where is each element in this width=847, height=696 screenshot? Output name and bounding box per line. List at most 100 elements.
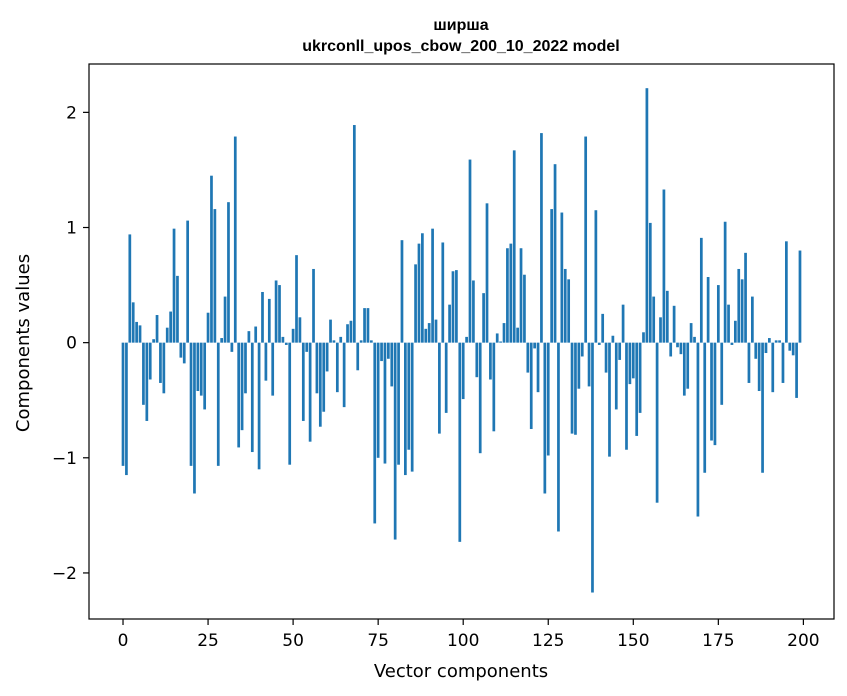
bar — [250, 342, 254, 453]
bar — [380, 342, 383, 362]
bar — [438, 342, 441, 434]
bar — [727, 304, 730, 343]
x-axis-ticks: 0 25 50 75 100 125 150 175 200 — [118, 619, 820, 651]
bar — [366, 308, 370, 343]
bar — [138, 325, 142, 343]
bar — [254, 326, 258, 343]
bar — [601, 313, 605, 343]
bars-group — [121, 88, 802, 593]
chart-subtitle: ukrconll_upos_cbow_200_10_2022 model — [302, 38, 619, 55]
bar — [363, 308, 366, 343]
bar — [199, 342, 203, 396]
bar — [608, 342, 611, 457]
bar — [400, 240, 404, 343]
bar — [706, 277, 710, 343]
bar — [179, 342, 183, 358]
bar — [638, 342, 642, 413]
bar — [278, 285, 281, 343]
bar — [482, 293, 485, 343]
bar — [788, 342, 792, 351]
bar — [798, 250, 802, 343]
bar — [315, 342, 319, 394]
bar — [489, 342, 492, 380]
bar — [434, 319, 438, 343]
chart-title: ширша — [433, 17, 488, 34]
bar — [499, 341, 502, 343]
bar — [713, 342, 717, 446]
bar — [557, 342, 560, 532]
bar — [533, 342, 536, 349]
bar — [696, 342, 700, 517]
bar — [625, 342, 628, 450]
bar — [210, 175, 213, 343]
bar — [795, 342, 798, 398]
bar — [703, 342, 707, 473]
bar — [754, 342, 758, 359]
bar — [264, 342, 268, 381]
bar — [387, 342, 390, 359]
bar — [451, 271, 455, 343]
bar — [747, 342, 751, 383]
bar — [682, 342, 686, 396]
bar — [431, 228, 434, 343]
bar — [699, 237, 703, 343]
bar — [550, 209, 554, 343]
bar — [284, 342, 288, 345]
bar — [458, 342, 462, 542]
bar — [751, 296, 754, 343]
bar — [397, 342, 400, 465]
bar — [203, 342, 207, 410]
bar — [618, 342, 622, 360]
bar — [730, 342, 734, 345]
bar — [339, 336, 343, 343]
bar — [716, 285, 720, 343]
bar — [478, 342, 482, 454]
bar — [720, 342, 724, 405]
bar — [465, 336, 468, 343]
x-tick-label: 25 — [197, 631, 219, 651]
bar — [621, 304, 625, 343]
bar — [740, 279, 744, 343]
bar — [785, 241, 788, 343]
bar — [244, 342, 247, 394]
bar — [546, 342, 550, 456]
bar — [325, 342, 329, 372]
bar — [594, 210, 598, 343]
bar — [261, 291, 264, 343]
y-tick-label: −2 — [52, 564, 77, 584]
bar — [312, 268, 315, 343]
bar — [475, 342, 479, 378]
bar — [308, 342, 312, 442]
bar — [376, 342, 380, 458]
bar — [686, 342, 690, 389]
x-tick-label: 75 — [367, 631, 389, 651]
bar — [216, 342, 220, 466]
bar — [356, 342, 360, 371]
bar — [472, 280, 475, 343]
bar — [733, 320, 737, 343]
x-tick-label: 175 — [702, 631, 734, 651]
bar — [186, 220, 190, 343]
bar — [383, 342, 387, 464]
bar — [369, 340, 373, 343]
bar — [131, 302, 135, 343]
bar — [169, 311, 172, 343]
bar — [148, 342, 152, 380]
x-tick-label: 50 — [282, 631, 304, 651]
bar — [145, 342, 149, 421]
bar — [774, 340, 778, 343]
y-tick-label: −1 — [52, 449, 77, 469]
bar — [570, 342, 574, 434]
bar — [502, 323, 506, 343]
bar — [519, 248, 523, 343]
bar — [155, 315, 159, 343]
bar — [529, 342, 533, 430]
bar — [676, 342, 679, 348]
bar — [665, 290, 669, 343]
bar — [421, 233, 424, 343]
x-axis-label: Vector components — [374, 661, 548, 682]
x-tick-label: 200 — [787, 631, 819, 651]
bar — [543, 342, 547, 494]
bar — [444, 342, 448, 413]
bar — [591, 342, 594, 593]
